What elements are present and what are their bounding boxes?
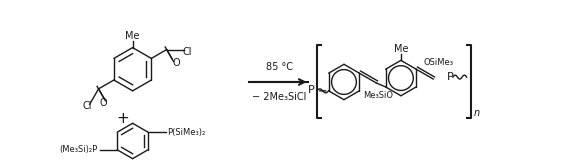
Text: Cl: Cl xyxy=(182,47,192,57)
Text: P: P xyxy=(308,85,315,95)
Text: Me: Me xyxy=(394,44,408,54)
Text: 85 °C: 85 °C xyxy=(266,62,293,72)
Text: +: + xyxy=(116,111,129,126)
Text: Me: Me xyxy=(126,31,140,41)
Text: P: P xyxy=(447,72,454,82)
Text: OSiMe₃: OSiMe₃ xyxy=(423,58,453,67)
Text: − 2Me₃SiCl: − 2Me₃SiCl xyxy=(252,92,306,102)
Text: O: O xyxy=(99,98,107,108)
Text: O: O xyxy=(173,58,180,68)
Text: P(SiMe₃)₂: P(SiMe₃)₂ xyxy=(168,128,206,137)
Text: Cl: Cl xyxy=(83,101,93,111)
Text: Me₃SiO: Me₃SiO xyxy=(364,91,393,100)
Text: n: n xyxy=(474,108,480,118)
Text: (Me₃Si)₂P: (Me₃Si)₂P xyxy=(60,145,98,154)
